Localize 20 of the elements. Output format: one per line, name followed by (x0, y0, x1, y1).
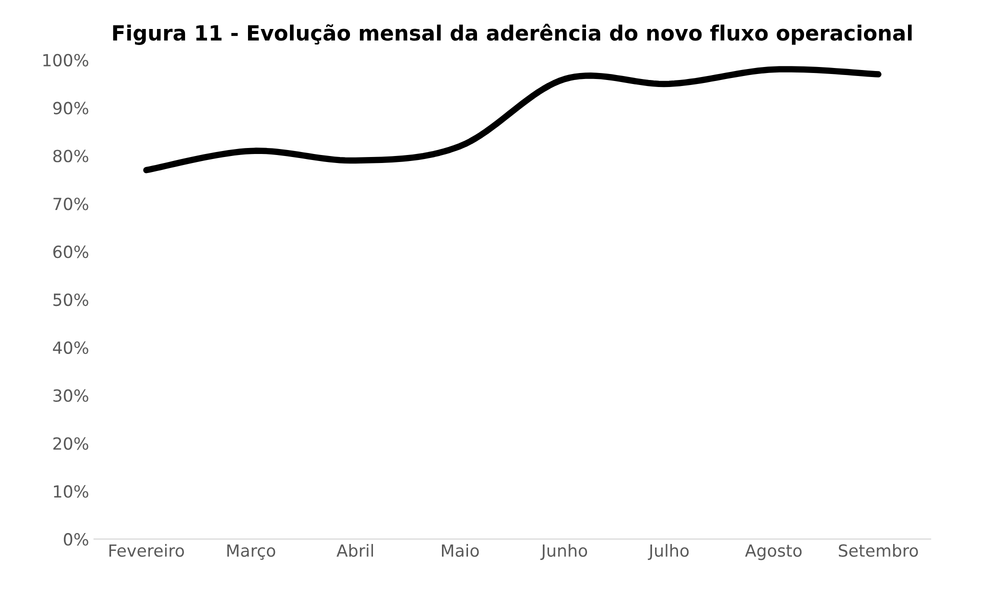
y-tick-label: 80% (53, 150, 88, 162)
y-tick-label: 70% (54, 198, 88, 210)
chart-title: Figura 11 - Evolução mensal da aderência do novo fluxo operacional (113, 24, 912, 45)
x-tick-label: Setembro (838, 544, 918, 557)
y-tick-label: 40% (52, 341, 88, 354)
x-tick-label: Março (227, 544, 276, 560)
y-tick-label: 100% (43, 54, 88, 66)
y-tick-label: 60% (53, 246, 88, 258)
x-tick-label: Junho (540, 544, 588, 560)
x-tick-label: Abril (336, 544, 373, 557)
y-tick-label: 20% (53, 437, 88, 450)
y-tick-label: 10% (54, 485, 88, 498)
x-tick-label: Agosto (745, 544, 802, 560)
x-tick-label: Maio (442, 544, 479, 557)
y-tick-label: 90% (53, 102, 88, 114)
y-tick-label: 50% (53, 293, 88, 306)
y-tick-label: 30% (53, 389, 88, 402)
x-tick-label: Julho (648, 544, 689, 560)
x-tick-label: Fevereiro (109, 544, 184, 557)
y-tick-label: 0% (64, 533, 88, 546)
